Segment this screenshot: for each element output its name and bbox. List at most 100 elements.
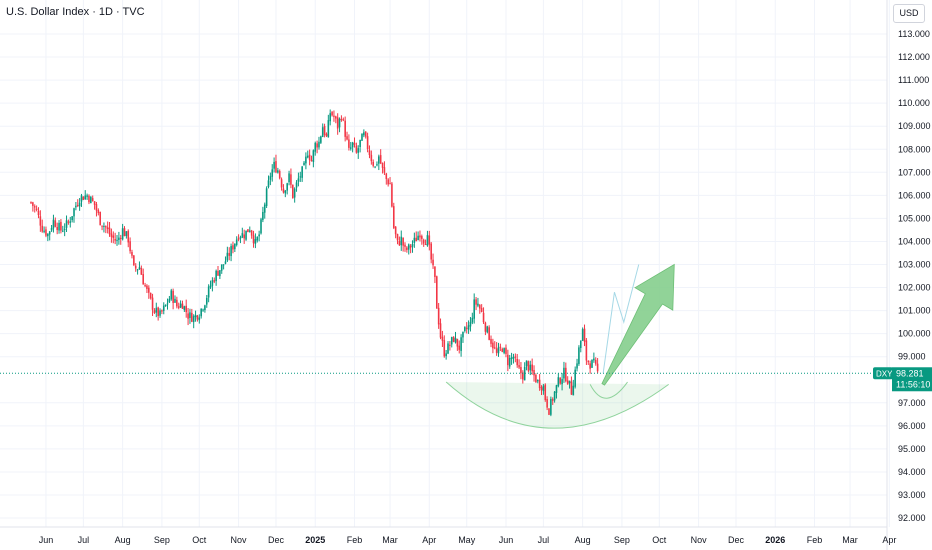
candle-body bbox=[215, 270, 217, 282]
price-tag: DXY 98.281 11:56:10 bbox=[873, 367, 932, 392]
candle-body bbox=[305, 156, 307, 164]
candle-body bbox=[540, 387, 543, 391]
candle-body bbox=[280, 179, 283, 188]
small-cup-curve bbox=[589, 381, 628, 399]
y-tick-label: 113.000 bbox=[898, 29, 930, 39]
price-axis[interactable]: 113.000 112.000 111.000 110.000 109.000 108.0… bbox=[898, 29, 931, 523]
candle-body bbox=[394, 226, 397, 235]
candle-body bbox=[161, 310, 163, 312]
projection-layer bbox=[601, 263, 675, 386]
candle-body bbox=[548, 408, 550, 415]
currency-button[interactable]: USD bbox=[893, 4, 925, 23]
projection-arrow bbox=[601, 263, 675, 386]
x-tick-label: Jun bbox=[499, 535, 514, 545]
x-tick-label: 2025 bbox=[305, 535, 325, 545]
candle-body bbox=[71, 216, 73, 221]
candle-body bbox=[415, 237, 418, 242]
candle-body bbox=[282, 188, 285, 193]
candle-body bbox=[460, 337, 462, 351]
y-tick-label: 99.000 bbox=[898, 352, 926, 362]
candle-body bbox=[172, 290, 174, 303]
candle-body bbox=[119, 237, 122, 239]
candle-body bbox=[507, 354, 509, 366]
candle-body bbox=[424, 244, 427, 246]
candle-body bbox=[170, 290, 173, 300]
candle-body bbox=[288, 173, 290, 183]
candle-body bbox=[118, 237, 120, 241]
candle-body bbox=[192, 316, 195, 323]
candle-body bbox=[235, 239, 238, 245]
candle-body bbox=[417, 235, 419, 240]
candle-body bbox=[82, 196, 85, 200]
candle-body bbox=[318, 141, 320, 148]
candle-body bbox=[443, 340, 446, 357]
candle-body bbox=[228, 253, 231, 256]
candle-body bbox=[200, 308, 202, 317]
candle-body bbox=[295, 182, 298, 188]
candle-body bbox=[514, 356, 517, 358]
time-axis[interactable]: Jun Jul Aug Sep Oct Nov Dec 2025 Feb Mar Apr May Jun… bbox=[39, 535, 897, 545]
candle-body bbox=[252, 235, 255, 244]
candle-body bbox=[570, 381, 573, 395]
candle-body bbox=[565, 367, 567, 382]
candle-body bbox=[535, 374, 537, 383]
candle-body bbox=[411, 243, 414, 247]
x-tick-label: May bbox=[458, 535, 476, 545]
candle-body bbox=[177, 306, 180, 308]
candle-body bbox=[529, 364, 532, 371]
candle-body bbox=[204, 305, 206, 311]
candle-body bbox=[497, 347, 500, 354]
candle-body bbox=[333, 115, 335, 117]
y-tick-label: 103.000 bbox=[898, 260, 931, 270]
candle-body bbox=[248, 230, 251, 232]
candle-body bbox=[391, 183, 393, 207]
y-tick-label: 97.000 bbox=[898, 398, 926, 408]
y-tick-label: 93.000 bbox=[898, 490, 926, 500]
candle-body bbox=[187, 313, 189, 319]
candle-body bbox=[527, 361, 530, 371]
candle-body bbox=[176, 299, 178, 307]
candle-body bbox=[75, 205, 77, 208]
candle-body bbox=[110, 233, 113, 237]
candle-body bbox=[90, 196, 92, 204]
candle-body bbox=[456, 338, 459, 347]
candle-body bbox=[67, 221, 70, 223]
y-tick-label: 109.000 bbox=[898, 121, 931, 131]
candle-body bbox=[482, 312, 485, 323]
candle-body bbox=[243, 234, 245, 239]
candle-body bbox=[308, 154, 311, 161]
candle-body bbox=[449, 344, 451, 346]
x-tick-label: Mar bbox=[382, 535, 398, 545]
candle-body bbox=[404, 244, 406, 247]
candle-body bbox=[505, 347, 507, 354]
candle-body bbox=[76, 204, 79, 206]
candle-body bbox=[181, 303, 184, 309]
candle-body bbox=[219, 270, 221, 277]
candle-body bbox=[58, 222, 60, 231]
x-tick-label: Feb bbox=[347, 535, 363, 545]
candle-body bbox=[43, 230, 45, 232]
candle-body bbox=[61, 230, 64, 232]
candle-body bbox=[559, 378, 562, 384]
candle-body bbox=[125, 231, 128, 237]
candle-body bbox=[351, 142, 354, 148]
candle-body bbox=[198, 317, 201, 321]
candle-body bbox=[593, 358, 595, 361]
candle-body bbox=[596, 363, 599, 372]
candle-body bbox=[54, 220, 57, 227]
candle-body bbox=[439, 323, 442, 338]
candle-body bbox=[376, 164, 378, 166]
price-tag-symbol-bg bbox=[873, 367, 893, 380]
candle-body bbox=[52, 219, 55, 229]
candle-body bbox=[462, 331, 464, 338]
candle-body bbox=[477, 303, 479, 306]
large-cup-curve bbox=[445, 381, 669, 429]
candle-body bbox=[364, 131, 367, 137]
candle-body bbox=[344, 120, 346, 137]
candle-body bbox=[458, 345, 461, 350]
candle-body bbox=[434, 266, 436, 278]
x-tick-label: 2026 bbox=[765, 535, 785, 545]
candle-body bbox=[335, 116, 337, 119]
candle-body bbox=[338, 118, 341, 128]
